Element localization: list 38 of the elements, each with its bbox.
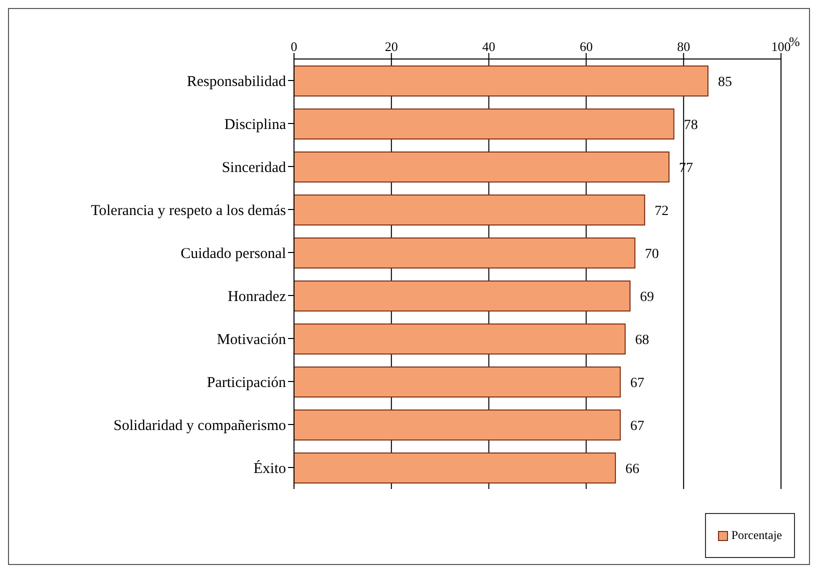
data-label: 72 [654, 204, 669, 219]
x-tick-label: 40 [482, 39, 496, 54]
legend-frame: Porcentaje [705, 513, 795, 558]
y-tick-label: Éxito [254, 460, 286, 477]
y-tick-label: Sinceridad [222, 160, 286, 176]
y-tick-label: Honradez [228, 288, 286, 305]
x-tick-label: 60 [580, 39, 593, 54]
bar [294, 66, 708, 96]
y-tick-label: Tolerancia y respeto a los demás [90, 202, 286, 219]
legend-label: Porcentaje [731, 528, 782, 543]
data-label: 66 [625, 462, 640, 477]
bar [294, 366, 621, 398]
bar [294, 194, 646, 226]
x-tick-label: 80 [677, 39, 690, 54]
y-tick-label: Responsabilidad [186, 74, 286, 90]
bar [294, 108, 674, 140]
y-tick-label: Solidaridad y compañerismo [114, 418, 286, 434]
bar [294, 324, 626, 354]
data-label: 68 [635, 332, 650, 348]
bar [294, 238, 636, 268]
data-label: 69 [640, 290, 654, 305]
y-tick-label: Participación [206, 374, 286, 391]
y-tick-label: Cuidado personal [180, 246, 286, 262]
y-tick-label: Motivación [216, 332, 286, 348]
data-label: 67 [630, 418, 644, 434]
bar [294, 280, 631, 312]
x-tick-label: 100 [771, 39, 791, 54]
x-tick-label: 20 [384, 39, 398, 54]
data-label: 78 [684, 118, 698, 133]
bar [294, 410, 621, 440]
x-axis-title: % [789, 34, 800, 49]
data-label: 67 [630, 376, 644, 391]
data-label: 70 [644, 246, 659, 262]
x-tick-label: 0 [290, 39, 298, 54]
bar [294, 152, 670, 182]
y-tick-label: Disciplina [224, 116, 286, 133]
data-label: 85 [718, 74, 732, 90]
bar [294, 452, 616, 484]
